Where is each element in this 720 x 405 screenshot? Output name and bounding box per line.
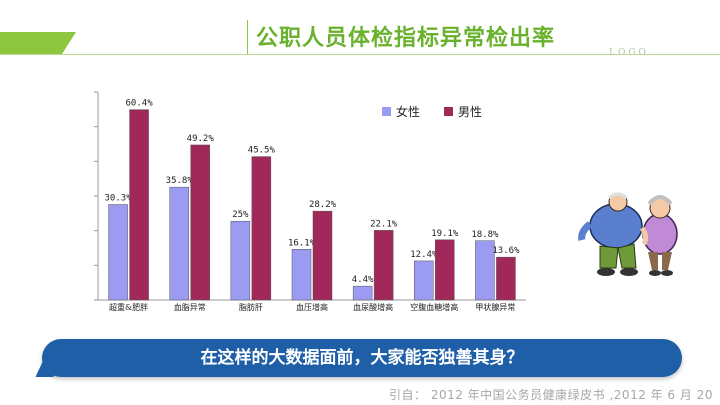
data-label: 22.1%	[370, 219, 398, 229]
header-underline	[0, 54, 720, 55]
legend-swatch	[444, 107, 453, 116]
x-tick-label: 甲状腺异常	[475, 302, 515, 312]
legend-label: 女性	[396, 104, 420, 119]
bar-male	[129, 109, 149, 301]
data-label: 13.6%	[492, 246, 520, 256]
x-tick-label: 脂肪肝	[239, 302, 263, 312]
logo-text: LOGO	[609, 48, 649, 58]
bar-female	[291, 249, 312, 301]
data-label: 35.8%	[166, 176, 194, 186]
bar-male	[496, 256, 516, 301]
bar-chart: 30.3% 60.4% 超重&肥胖 35.8% 49.2% 血脂异常 25% 45.5% 脂肪肝…	[94, 91, 526, 312]
data-label: 18.8%	[471, 230, 499, 240]
legend-swatch	[382, 107, 391, 116]
bar-male	[251, 156, 272, 301]
x-tick-label: 血压增高	[296, 302, 328, 312]
data-label: 4.4%	[352, 275, 374, 285]
data-label: 49.2%	[187, 134, 215, 144]
source-citation: 引自： 2012 年中国公务员健康绿皮书 ,2012 年 6 月 20	[389, 388, 713, 402]
x-tick-label: 血脂异常	[174, 302, 206, 312]
legend-label: 男性	[458, 105, 482, 119]
data-label: 45.5%	[248, 146, 276, 156]
data-label: 25%	[232, 210, 249, 220]
bar-male	[190, 144, 210, 301]
x-tick-label: 血尿酸增高	[353, 302, 393, 312]
bar-female	[108, 204, 128, 301]
bar-male	[373, 230, 394, 301]
bar-male	[312, 210, 333, 301]
bar-male	[435, 239, 455, 301]
x-tick-label: 空腹血糖增高	[410, 302, 458, 312]
bar-female	[352, 285, 373, 301]
bar-female	[230, 220, 251, 301]
bar-female	[475, 240, 495, 301]
data-label: 30.3%	[105, 194, 133, 204]
data-label: 16.1%	[288, 238, 316, 248]
data-label: 12.4%	[410, 250, 438, 260]
data-label: 60.4%	[126, 99, 154, 109]
x-tick-label: 超重&肥胖	[109, 302, 148, 312]
data-label: 28.2%	[309, 200, 337, 210]
data-label: 19.1%	[431, 229, 459, 239]
title-divider	[247, 20, 248, 54]
page-title: 公职人员体检指标异常检出率	[256, 26, 556, 51]
header-accent-tab	[0, 32, 76, 54]
bar-female	[414, 260, 434, 301]
banner-text: 在这样的大数据面前，大家能否独善其身？	[200, 348, 524, 368]
elderly-couple-illustration	[578, 192, 678, 276]
question-banner: 在这样的大数据面前，大家能否独善其身？	[42, 339, 682, 377]
bar-female	[169, 186, 189, 301]
